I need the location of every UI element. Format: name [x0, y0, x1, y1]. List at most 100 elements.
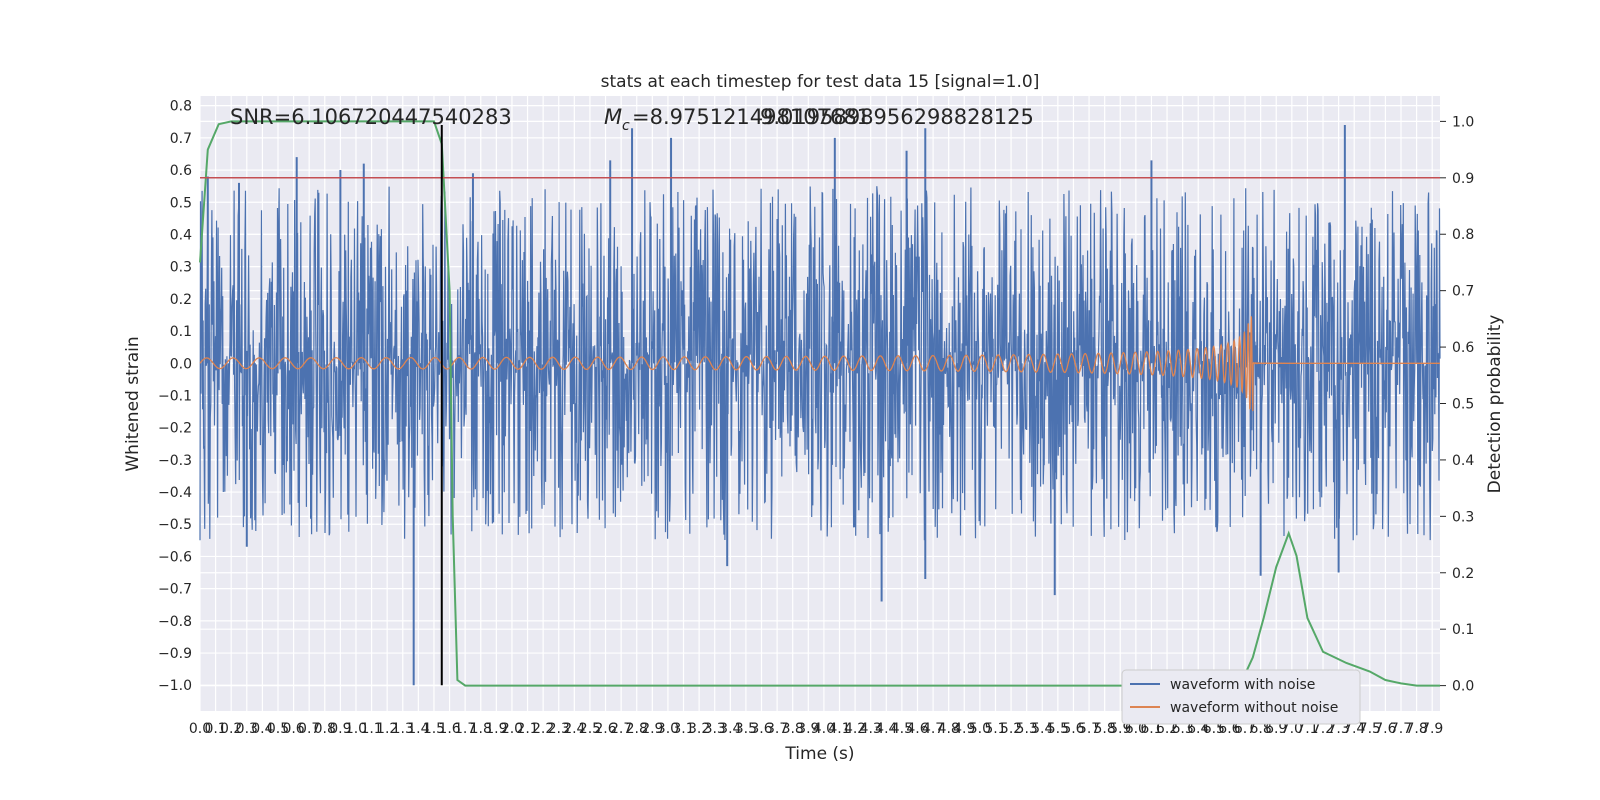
- x-tick-label: 4.6: [906, 721, 928, 737]
- x-tick-label: 3.6: [750, 721, 772, 737]
- left-tick-label: 0.4: [170, 227, 192, 243]
- x-tick-label: 1.4: [407, 721, 429, 737]
- right-tick-label: 0.9: [1452, 171, 1474, 187]
- right-tick-label: 0.7: [1452, 284, 1474, 300]
- right-tick-label: 0.2: [1452, 566, 1474, 582]
- x-tick-label: 0.0: [189, 721, 211, 737]
- x-tick-label: 6.9: [1265, 721, 1287, 737]
- x-tick-label: 4.7: [922, 721, 944, 737]
- x-tick-label: 4.9: [953, 721, 975, 737]
- x-tick-label: 5.7: [1078, 721, 1100, 737]
- x-tick-label: 2.5: [579, 721, 601, 737]
- probability-trace: [199, 120, 1440, 687]
- x-tick-label: 0.3: [236, 721, 258, 737]
- right-y-ticks: 1.0 0.9 0.8 0.7 0.6 0.5 0.4 0.3 0.2 0.1 0.0: [1440, 114, 1474, 695]
- x-tick-label: 5.3: [1016, 721, 1038, 737]
- x-tick-label: 3.4: [719, 721, 741, 737]
- right-y-axis-label: Detection probability: [1485, 315, 1505, 494]
- x-tick-label: 6.2: [1156, 721, 1178, 737]
- right-tick-label: 0.4: [1452, 453, 1474, 469]
- x-tick-label: 3.5: [735, 721, 757, 737]
- x-tick-label: 0.7: [298, 721, 320, 737]
- left-tick-label: 0.6: [170, 163, 192, 179]
- noise-trace: [199, 186, 1441, 541]
- x-tick-label: 7.5: [1359, 721, 1381, 737]
- left-tick-label: −0.5: [158, 517, 192, 533]
- left-tick-label: −0.6: [158, 549, 192, 565]
- chirp-mass-annotation: M c =8.975121498107681: [604, 105, 870, 134]
- right-tick-label: 0.5: [1452, 397, 1474, 413]
- x-tick-label: 7.7: [1390, 721, 1412, 737]
- left-tick-label: −0.4: [158, 485, 192, 501]
- x-tick-label: 4.4: [875, 721, 897, 737]
- x-tick-label: 0.1: [204, 721, 226, 737]
- x-tick-label: 5.9: [1109, 721, 1131, 737]
- right-tick-label: 0.6: [1452, 340, 1474, 356]
- x-tick-label: 2.1: [516, 721, 538, 737]
- x-tick-label: 7.3: [1327, 721, 1349, 737]
- x-tick-label: 7.9: [1421, 721, 1443, 737]
- left-tick-label: −0.3: [158, 453, 192, 469]
- x-tick-label: 6.0: [1125, 721, 1147, 737]
- x-tick-label: 7.6: [1374, 721, 1396, 737]
- left-tick-label: −1.0: [158, 678, 192, 694]
- x-tick-label: 2.3: [548, 721, 570, 737]
- x-tick-label: 5.5: [1047, 721, 1069, 737]
- x-tick-label: 0.2: [220, 721, 242, 737]
- x-tick-label: 7.8: [1405, 721, 1427, 737]
- x-tick-label: 2.6: [594, 721, 616, 737]
- x-tick-label: 3.0: [657, 721, 679, 737]
- x-tick-label: 5.2: [1000, 721, 1022, 737]
- left-tick-label: 0.2: [170, 292, 192, 308]
- left-tick-label: −0.1: [158, 388, 192, 404]
- x-tick-label: 1.5: [423, 721, 445, 737]
- x-tick-label: 6.3: [1172, 721, 1194, 737]
- series-waveform-without-noise: [199, 316, 1440, 412]
- x-tick-label: 4.5: [891, 721, 913, 737]
- x-tick-label: 3.2: [688, 721, 710, 737]
- x-tick-label: 2.0: [501, 721, 523, 737]
- x-tick-label: 4.3: [860, 721, 882, 737]
- left-tick-label: −0.7: [158, 582, 192, 598]
- x-tick-label: 7.0: [1281, 721, 1303, 737]
- legend-label-noise: waveform with noise: [1170, 677, 1315, 693]
- left-tick-label: −0.2: [158, 421, 192, 437]
- left-tick-label: 0.0: [170, 356, 192, 372]
- x-tick-label: 0.8: [314, 721, 336, 737]
- right-tick-label: 0.0: [1452, 679, 1474, 695]
- x-tick-label: 6.6: [1218, 721, 1240, 737]
- right-tick-label: 0.1: [1452, 622, 1474, 638]
- x-tick-label: 2.9: [641, 721, 663, 737]
- mc-symbol: M: [604, 105, 622, 129]
- left-y-ticks: 0.8 0.7 0.6 0.5 0.4 0.3 0.2 0.1 0.0 −0.1 −0.2 −0.3 −…: [158, 99, 192, 695]
- overlapping-annotation: 9.0195898956298828125: [760, 105, 1034, 129]
- series-waveform-with-noise: [199, 124, 1441, 686]
- left-y-axis-label: Whitened strain: [123, 336, 143, 471]
- x-tick-label: 1.2: [376, 721, 398, 737]
- x-tick-label: 2.4: [563, 721, 585, 737]
- x-tick-label: 1.3: [392, 721, 414, 737]
- mc-subscript: c: [622, 118, 630, 134]
- chart-title: stats at each timestep for test data 15 …: [601, 72, 1040, 92]
- x-tick-label: 1.0: [345, 721, 367, 737]
- legend: waveform with noise waveform without noi…: [1121, 669, 1361, 725]
- x-tick-label: 7.1: [1296, 721, 1318, 737]
- x-tick-label: 4.8: [938, 721, 960, 737]
- x-tick-label: 3.9: [797, 721, 819, 737]
- x-tick-label: 1.1: [360, 721, 382, 737]
- x-tick-label: 1.6: [438, 721, 460, 737]
- x-tick-label: 3.7: [766, 721, 788, 737]
- x-tick-label: 3.1: [672, 721, 694, 737]
- x-tick-label: 4.1: [828, 721, 850, 737]
- x-axis-label: Time (s): [784, 744, 854, 764]
- x-tick-label: 0.9: [329, 721, 351, 737]
- right-tick-label: 0.8: [1452, 227, 1474, 243]
- x-tick-label: 3.3: [704, 721, 726, 737]
- x-tick-label: 5.0: [969, 721, 991, 737]
- left-tick-label: 0.5: [170, 195, 192, 211]
- left-tick-label: −0.8: [158, 614, 192, 630]
- left-tick-label: 0.3: [170, 260, 192, 276]
- x-tick-label: 0.5: [267, 721, 289, 737]
- left-tick-label: 0.7: [170, 131, 192, 147]
- left-tick-label: 0.8: [170, 99, 192, 115]
